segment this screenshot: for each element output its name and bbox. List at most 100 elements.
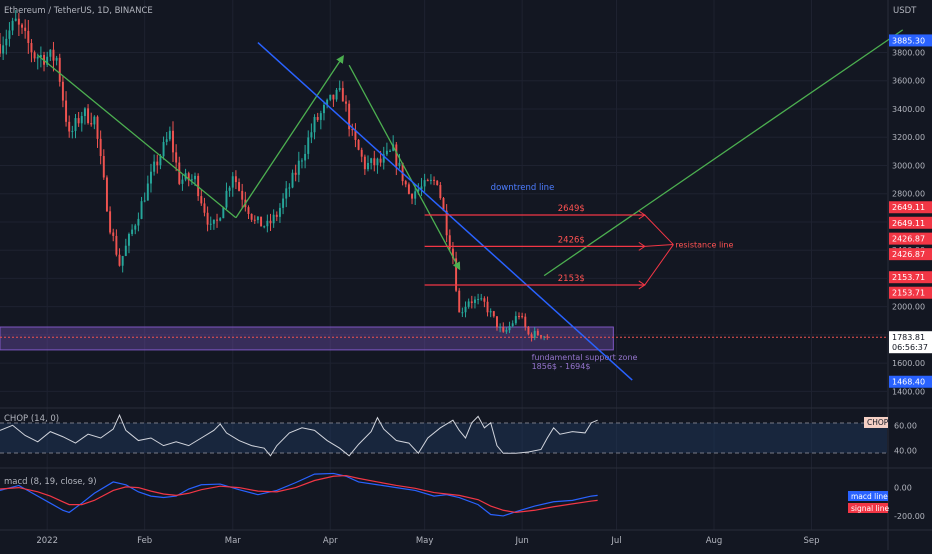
candle-body-156 <box>489 311 492 313</box>
support-zone-range: 1856$ - 1694$ <box>532 362 591 371</box>
time-tick-5: Jun <box>514 536 528 546</box>
candle-body-172 <box>540 335 542 337</box>
candle-body-72 <box>225 190 228 208</box>
macd-series-1 <box>0 474 598 514</box>
macd-series-0 <box>0 472 598 517</box>
candle-body-145 <box>455 258 458 291</box>
candle-body-57 <box>178 162 181 184</box>
macd-pane[interactable]: 0.00 -200.00 macd line signal line <box>0 472 925 521</box>
candle-body-81 <box>253 219 256 221</box>
candle-body-27 <box>83 108 86 117</box>
price-tick-3: 2000.00 <box>892 303 925 312</box>
chop-pane[interactable]: 60.00 40.00 CHOP <box>0 413 917 457</box>
candle-body-126 <box>395 144 398 167</box>
candle-body-169 <box>530 334 533 338</box>
candles[interactable] <box>0 10 549 342</box>
chop-tag-bg <box>864 416 888 428</box>
candle-body-114 <box>357 139 360 150</box>
time-tick-1: Feb <box>137 536 152 546</box>
candle-body-51 <box>159 156 162 166</box>
candle-body-155 <box>486 301 489 313</box>
price-tick-0: 1400.00 <box>892 387 925 396</box>
price-tag-high-bg <box>889 34 932 47</box>
candle-body-150 <box>470 301 473 303</box>
candle-body-53 <box>165 139 168 142</box>
chart-labels: Ethereum / TetherUS, 1D, BINANCE USDT CH… <box>4 6 917 487</box>
candle-body-152 <box>477 298 480 300</box>
resistance-tag-b-0: 2649.11 <box>892 219 925 228</box>
price-tick-1: 1600.00 <box>892 359 925 368</box>
candle-body-174 <box>546 336 549 338</box>
candle-body-140 <box>439 184 442 199</box>
candle-body-100 <box>313 116 316 133</box>
candle-body-21 <box>65 100 68 122</box>
price-tag-low-bg <box>889 375 932 388</box>
candle-body-90 <box>282 198 285 208</box>
last-price-tag: 1783.81 <box>892 333 925 342</box>
candle-body-128 <box>401 162 404 182</box>
candle-body-20 <box>61 81 64 101</box>
candle-body-38 <box>118 254 121 266</box>
candle-body-64 <box>200 196 203 204</box>
candle-body-108 <box>338 88 341 90</box>
candle-body-37 <box>115 235 118 255</box>
candle-body-139 <box>436 180 439 185</box>
candle-body-170 <box>533 330 536 338</box>
time-tick-2: Mar <box>225 536 242 546</box>
candle-body-60 <box>187 173 190 181</box>
candle-body-147 <box>461 312 464 314</box>
time-axis[interactable]: 2022 Feb Mar Apr May Jun Jul Aug Sep <box>36 536 819 546</box>
candle-body-16 <box>49 49 52 57</box>
candle-body-75 <box>234 176 237 183</box>
candle-body-23 <box>71 130 74 132</box>
candle-body-34 <box>105 177 108 212</box>
candle-body-95 <box>297 160 300 175</box>
candle-body-52 <box>162 141 165 157</box>
candle-body-159 <box>499 326 502 328</box>
candle-body-7 <box>21 24 23 28</box>
macd-tick-0: 0.00 <box>894 484 912 493</box>
resistance-tag-a-0-bg <box>889 201 932 214</box>
candle-body-79 <box>247 207 250 214</box>
candle-body-56 <box>175 152 178 163</box>
candle-body-22 <box>68 121 71 132</box>
candle-body-138 <box>433 179 436 181</box>
green-path-line-0 <box>37 54 237 219</box>
green-path-line-3 <box>543 29 904 277</box>
candle-body-162 <box>508 326 511 331</box>
candle-body-135 <box>423 180 426 187</box>
candle-body-164 <box>514 316 517 324</box>
candle-body-65 <box>203 203 206 213</box>
chop-tick-1: 40.00 <box>894 447 917 456</box>
macd-title: macd (8, 19, close, 9) <box>4 477 97 487</box>
price-tick-12: 3800.00 <box>892 48 925 57</box>
drawings[interactable]: downtrend line 2649$ 2426$ 2153$ resistance … <box>37 29 904 381</box>
candle-body-136 <box>426 180 429 182</box>
resistance-tag-a-2-bg <box>889 271 932 284</box>
price-tick-11: 3600.00 <box>892 77 925 86</box>
candle-body-127 <box>398 162 401 167</box>
candle-body-133 <box>417 189 420 192</box>
candle-body-6 <box>17 18 20 25</box>
candle-body-13 <box>39 55 42 58</box>
candle-body-97 <box>304 153 307 161</box>
candle-body-4 <box>11 20 14 31</box>
candle-body-31 <box>96 116 99 139</box>
chop-tag: CHOP <box>867 418 889 427</box>
candle-body-109 <box>341 88 344 102</box>
resistance-tag-a-1: 2426.87 <box>892 235 925 244</box>
candle-body-76 <box>238 182 241 191</box>
candle-body-153 <box>480 298 483 300</box>
candle-body-26 <box>80 116 83 124</box>
candle-body-29 <box>90 123 93 125</box>
candle-body-160 <box>502 326 505 332</box>
candle-body-143 <box>448 235 451 249</box>
support-zone-label: fundamental support zone <box>532 353 638 362</box>
candle-body-19 <box>58 57 61 82</box>
downtrend-line <box>257 42 633 381</box>
candle-body-39 <box>121 255 124 266</box>
